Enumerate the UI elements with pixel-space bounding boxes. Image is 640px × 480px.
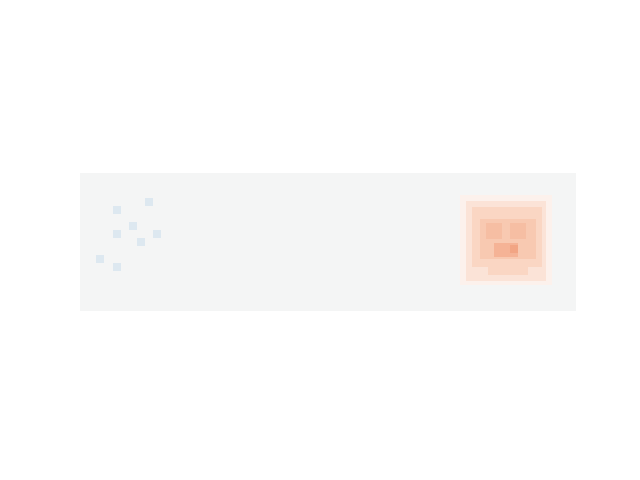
cell — [510, 223, 526, 239]
orange-blob — [460, 195, 552, 285]
cell — [96, 255, 104, 263]
cell — [510, 245, 518, 253]
cell — [113, 206, 121, 214]
cell — [113, 230, 121, 238]
cell — [145, 198, 153, 206]
blue-cells — [96, 198, 161, 271]
cell — [113, 263, 121, 271]
cell — [137, 238, 145, 246]
cell-region — [488, 259, 528, 275]
cell — [129, 222, 137, 230]
cell — [486, 223, 502, 239]
cell — [153, 230, 161, 238]
